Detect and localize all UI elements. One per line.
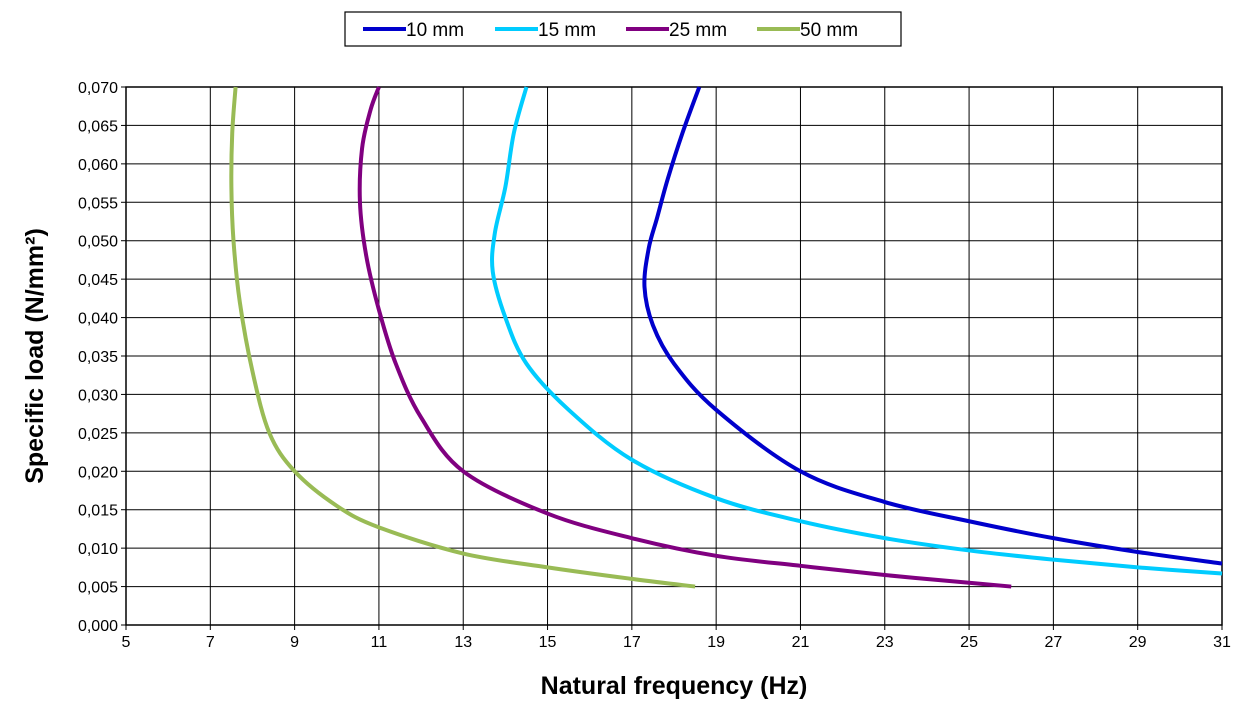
x-tick-label: 29 bbox=[1129, 634, 1147, 651]
x-tick-label: 21 bbox=[792, 634, 810, 651]
x-tick-label: 15 bbox=[539, 634, 557, 651]
x-axis-title: Natural frequency (Hz) bbox=[541, 672, 808, 700]
y-tick-label: 0,020 bbox=[78, 464, 118, 481]
x-tick-label: 23 bbox=[876, 634, 894, 651]
x-tick-label: 31 bbox=[1213, 634, 1231, 651]
y-axis-title: Specific load (N/mm²) bbox=[21, 228, 49, 484]
y-tick-label: 0,025 bbox=[78, 426, 118, 443]
y-tick-label: 0,005 bbox=[78, 580, 118, 597]
x-tick-label: 27 bbox=[1044, 634, 1062, 651]
legend-label: 15 mm bbox=[538, 20, 596, 41]
y-tick-label: 0,070 bbox=[78, 80, 118, 97]
y-tick-label: 0,015 bbox=[78, 503, 118, 520]
y-tick-label: 0,030 bbox=[78, 387, 118, 404]
y-tick-label: 0,045 bbox=[78, 272, 118, 289]
legend-label: 50 mm bbox=[800, 20, 858, 41]
y-tick-label: 0,035 bbox=[78, 349, 118, 366]
x-tick-label: 5 bbox=[122, 634, 131, 651]
legend: 10 mm 15 mm 25 mm 50 mm bbox=[345, 12, 901, 46]
y-tick-label: 0,050 bbox=[78, 234, 118, 251]
x-tick-label: 9 bbox=[290, 634, 299, 651]
x-tick-label: 19 bbox=[707, 634, 725, 651]
y-tick-label: 0,065 bbox=[78, 118, 118, 135]
legend-label: 10 mm bbox=[406, 20, 464, 41]
x-tick-label: 13 bbox=[454, 634, 472, 651]
y-tick-label: 0,010 bbox=[78, 541, 118, 558]
x-tick-label: 7 bbox=[206, 634, 215, 651]
y-tick-label: 0,055 bbox=[78, 195, 118, 212]
y-tick-label: 0,000 bbox=[78, 618, 118, 635]
x-tick-label: 17 bbox=[623, 634, 641, 651]
y-tick-label: 0,060 bbox=[78, 157, 118, 174]
x-tick-label: 25 bbox=[960, 634, 978, 651]
y-tick-label: 0,040 bbox=[78, 311, 118, 328]
legend-label: 25 mm bbox=[669, 20, 727, 41]
x-tick-label: 11 bbox=[371, 634, 388, 651]
